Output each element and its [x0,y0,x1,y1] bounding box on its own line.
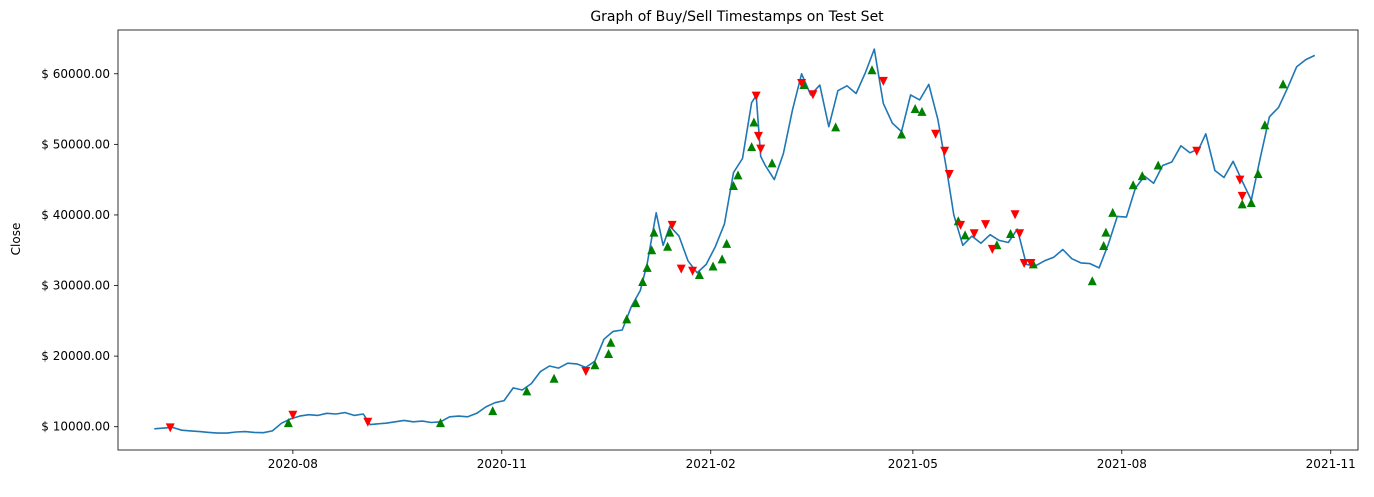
x-tick-label: 2020-11 [477,457,527,471]
buy-marker [1128,180,1138,190]
sell-marker [808,90,818,100]
y-tick-label: $ 60000.00 [41,67,110,81]
buy-marker [867,65,877,75]
y-axis-label: Close [9,223,23,256]
buy-marker [1278,79,1288,89]
x-tick-label: 2021-02 [686,457,736,471]
buy-marker [622,314,632,324]
sell-marker [1015,229,1025,239]
sell-marker [1019,258,1029,268]
buy-marker [1099,241,1109,250]
x-tick-label: 2021-08 [1097,457,1147,471]
buy-marker [642,262,652,272]
buy-marker [1260,120,1270,130]
buy-marker [897,129,907,139]
sell-marker [676,264,686,274]
y-tick-label: $ 10000.00 [41,420,110,434]
buy-marker [767,158,777,168]
buy-marker [665,227,675,237]
sell-marker [688,266,698,276]
buy-marker [649,227,659,237]
buy-marker [590,360,600,370]
buy-marker [733,170,743,180]
buy-marker [1137,171,1147,181]
sell-marker [797,78,807,88]
buy-marker [917,106,927,116]
buy-marker [747,142,757,152]
buy-marker [1153,160,1163,170]
x-tick-label: 2021-11 [1306,457,1356,471]
sell-marker [931,129,941,139]
buy-marker [1237,199,1247,209]
buy-marker [960,230,970,240]
buy-marker [1101,227,1111,237]
sell-marker [1026,258,1036,268]
buy-marker [728,181,738,190]
plot-frame [117,29,1359,451]
buy-marker [631,298,641,308]
buy-marker [910,104,920,114]
buy-marker [708,261,718,271]
sell-marker [756,144,766,154]
x-tick-label: 2021-05 [888,457,938,471]
sell-marker [969,229,979,239]
buy-marker [1087,276,1097,286]
buy-marker [831,122,841,132]
chart-title: Graph of Buy/Sell Timestamps on Test Set [590,9,884,25]
sell-marker [1237,191,1247,201]
sell-marker [981,220,991,230]
y-tick-label: $ 50000.00 [41,137,110,151]
buy-marker [1006,229,1016,238]
sell-marker [1192,146,1202,156]
sell-marker [753,131,763,141]
y-tick-label: $ 20000.00 [41,349,110,363]
plot-area: 2020-08 2020-11 2021-02 2021-05 2021-08 2021-… [41,29,1359,471]
x-tick-label: 2020-08 [268,457,318,471]
y-tick-label: $ 40000.00 [41,208,110,222]
sell-marker [1010,210,1020,220]
close-price-line [154,48,1316,434]
buy-marker [549,373,559,383]
sell-marker [581,366,591,376]
buy-marker [1246,197,1256,207]
sell-marker [940,146,950,156]
buy-marker [488,406,498,416]
buy-marker [606,337,616,347]
buy-marker [717,254,727,264]
sell-marker [667,220,677,230]
buy-marker [522,386,532,396]
sell-marker [1235,175,1245,185]
buy-marker [1108,207,1118,217]
sell-marker [878,76,888,86]
buy-marker [638,277,648,286]
sell-marker [751,91,761,101]
sell-marker [363,417,373,427]
sell-marker [987,244,997,254]
sell-marker [288,410,298,420]
sell-marker [165,423,175,433]
buy-marker [694,269,704,279]
buy-marker [663,241,673,251]
buy-marker [1253,169,1263,178]
buy-marker [604,349,614,358]
sell-marker [956,220,966,230]
buy-marker [722,238,732,248]
buy-marker [647,245,657,255]
sell-marker [944,170,954,179]
buy-marker [749,117,759,127]
buy-marker [283,418,293,428]
y-tick-label: $ 30000.00 [41,279,110,293]
buy-marker [435,418,445,428]
